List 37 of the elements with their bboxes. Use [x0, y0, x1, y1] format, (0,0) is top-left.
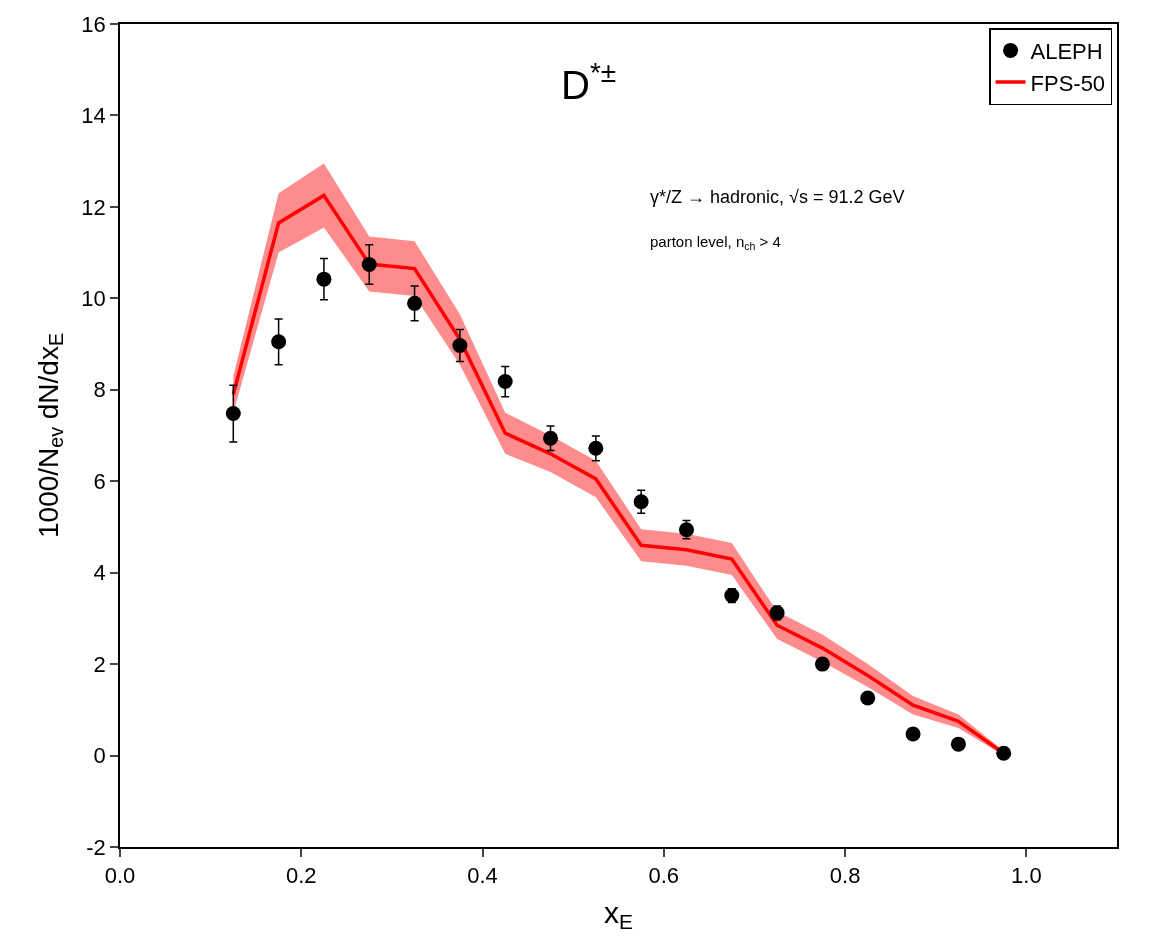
point — [996, 745, 1012, 761]
annotation: parton level, n$_{ch}$ > 4 — [650, 233, 781, 253]
y-tick-label: 14 — [81, 103, 106, 129]
legend-label: FPS-50 — [1030, 70, 1106, 96]
x-tick-label: 0.8 — [829, 863, 861, 889]
y-tick-label: -2 — [86, 834, 106, 860]
x-tick-label: 1.0 — [1011, 863, 1042, 889]
point — [543, 430, 559, 446]
x-tick-label: 0.2 — [285, 863, 317, 889]
point — [905, 726, 921, 742]
x-tick-label: 0.0 — [104, 863, 136, 889]
y-tick-label: 16 — [81, 11, 106, 37]
point — [452, 337, 468, 353]
annotation: D$^{*±}$ — [561, 57, 617, 107]
point — [271, 334, 287, 350]
x-axis-title: x$_{E}$ — [603, 896, 634, 934]
y-tick-label: 2 — [93, 651, 106, 677]
point — [950, 736, 966, 752]
point — [497, 374, 513, 390]
point — [814, 656, 830, 672]
point — [633, 494, 649, 510]
y-tick-label: 12 — [81, 194, 106, 220]
x-tick-label: 0.6 — [648, 863, 680, 889]
point — [316, 271, 332, 287]
y-tick-label: 4 — [93, 560, 106, 586]
point — [588, 440, 604, 456]
point — [361, 257, 377, 272]
y-tick-label: 8 — [93, 377, 106, 403]
y-tick-label: 0 — [93, 743, 106, 769]
point — [225, 406, 241, 422]
y-tick-label: 6 — [93, 468, 106, 494]
y-tick-label: 10 — [81, 286, 106, 312]
annotation: γ*/Z → hadronic, √s = 91.2 GeV — [650, 187, 905, 207]
x-tick-label: 0.4 — [467, 863, 498, 889]
point — [407, 295, 423, 311]
legend-label: ALEPH — [1030, 38, 1103, 64]
point — [860, 690, 876, 706]
